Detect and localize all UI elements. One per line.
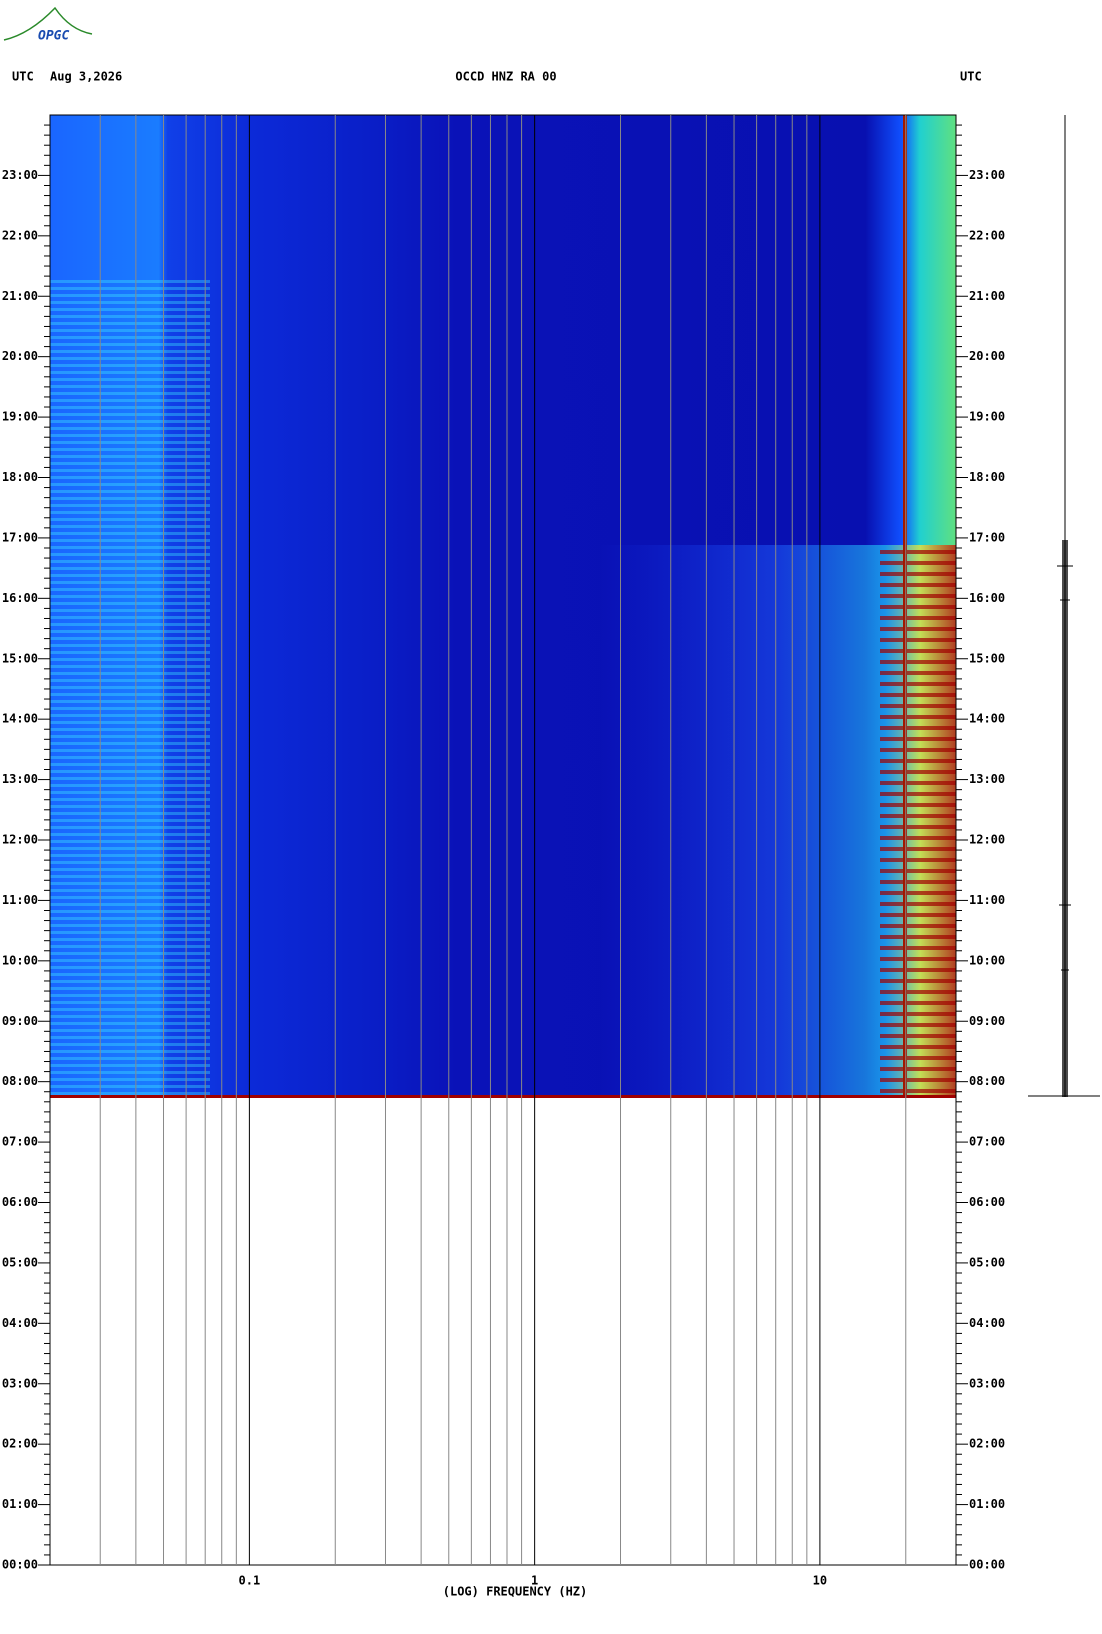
- y-tick-label: 10:00: [2, 953, 38, 967]
- y-tick-label: 20:00: [969, 349, 1005, 363]
- y-tick-label: 00:00: [2, 1558, 38, 1572]
- y-tick-label: 20:00: [2, 349, 38, 363]
- y-tick-label: 19:00: [2, 410, 38, 424]
- y-tick-label: 14:00: [2, 712, 38, 726]
- data-end: [50, 1095, 956, 1098]
- y-tick-label: 22:00: [969, 228, 1005, 242]
- y-tick-label: 17:00: [969, 530, 1005, 544]
- chart-title: OCCD HNZ RA 00: [455, 70, 556, 84]
- y-tick-label: 06:00: [2, 1195, 38, 1209]
- y-tick-label: 13:00: [2, 772, 38, 786]
- y-tick-label: 23:00: [969, 168, 1005, 182]
- y-tick-label: 05:00: [2, 1255, 38, 1269]
- y-tick-label: 18:00: [969, 470, 1005, 484]
- y-tick-label: 00:00: [969, 1558, 1005, 1572]
- x-tick-label: 1: [531, 1574, 538, 1588]
- y-tick-label: 06:00: [969, 1195, 1005, 1209]
- y-tick-label: 02:00: [2, 1437, 38, 1451]
- x-tick-label: 0.1: [239, 1574, 261, 1588]
- y-tick-label: 01:00: [2, 1497, 38, 1511]
- y-tick-label: 04:00: [969, 1316, 1005, 1330]
- y-tick-label: 16:00: [969, 591, 1005, 605]
- y-tick-label: 07:00: [969, 1135, 1005, 1149]
- spectrogram-texture: [50, 280, 210, 1097]
- spectrogram-line: [903, 115, 907, 1097]
- seismogram: [1028, 115, 1100, 1097]
- y-tick-label: 03:00: [2, 1376, 38, 1390]
- x-axis-label: (LOG) FREQUENCY (HZ): [443, 1585, 588, 1599]
- logo-text: OPGC: [38, 29, 69, 44]
- x-tick-label: 10: [813, 1574, 827, 1588]
- y-tick-label: 12:00: [2, 833, 38, 847]
- y-tick-label: 18:00: [2, 470, 38, 484]
- y-tick-label: 11:00: [969, 893, 1005, 907]
- date: Aug 3,2026: [50, 70, 122, 84]
- spectrogram-hot: [880, 545, 956, 1097]
- y-tick-label: 21:00: [2, 289, 38, 303]
- logo: OPGC: [3, 6, 93, 44]
- y-tick-label: 03:00: [969, 1376, 1005, 1390]
- y-tick-label: 09:00: [2, 1014, 38, 1028]
- y-tick-label: 04:00: [2, 1316, 38, 1330]
- utc-left: UTC: [12, 70, 34, 84]
- y-tick-label: 22:00: [2, 228, 38, 242]
- y-tick-label: 05:00: [969, 1255, 1005, 1269]
- y-tick-label: 07:00: [2, 1135, 38, 1149]
- y-tick-label: 01:00: [969, 1497, 1005, 1511]
- y-tick-label: 15:00: [969, 651, 1005, 665]
- y-tick-label: 23:00: [2, 168, 38, 182]
- y-tick-label: 19:00: [969, 410, 1005, 424]
- y-tick-label: 08:00: [2, 1074, 38, 1088]
- y-tick-label: 16:00: [2, 591, 38, 605]
- y-tick-label: 21:00: [969, 289, 1005, 303]
- y-tick-label: 12:00: [969, 833, 1005, 847]
- y-tick-label: 11:00: [2, 893, 38, 907]
- utc-right: UTC: [960, 70, 982, 84]
- y-tick-label: 10:00: [969, 953, 1005, 967]
- y-tick-label: 08:00: [969, 1074, 1005, 1088]
- y-tick-label: 13:00: [969, 772, 1005, 786]
- spectrogram: [50, 115, 956, 1098]
- y-tick-label: 15:00: [2, 651, 38, 665]
- y-tick-label: 14:00: [969, 712, 1005, 726]
- y-tick-label: 09:00: [969, 1014, 1005, 1028]
- y-tick-label: 02:00: [969, 1437, 1005, 1451]
- y-tick-label: 17:00: [2, 530, 38, 544]
